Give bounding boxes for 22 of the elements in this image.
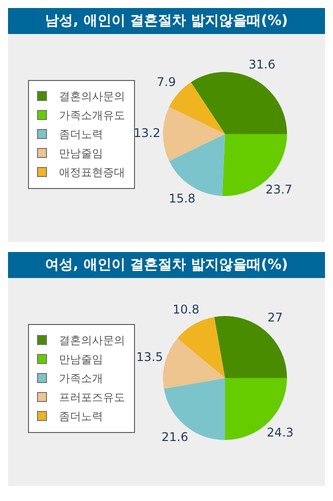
data-label: 31.6 [248, 57, 276, 72]
legend-label: 애정표현증대 [59, 164, 125, 180]
legend-label: 프러포즈유도 [59, 390, 125, 404]
legend-label: 좀더노력 [59, 408, 103, 424]
chart-title: 여성, 애인이 결혼절차 밟지않을때(%) [8, 252, 325, 278]
data-label: 23.7 [266, 182, 292, 196]
data-label: 24.3 [266, 425, 294, 440]
legend-label: 가족소개 [59, 370, 103, 386]
data-label: 7.9 [156, 74, 176, 89]
legend-label: 가족소개유도 [59, 108, 125, 122]
chart-title: 남성, 애인이 결혼절차 밟지않을때(%) [8, 8, 325, 34]
legend-label: 만남줄임 [59, 352, 103, 366]
data-label: 13.2 [134, 126, 160, 140]
data-label: 10.8 [172, 302, 200, 317]
legend-label: 좀더노력 [59, 126, 103, 142]
data-label: 15.8 [168, 191, 196, 206]
data-label: 27 [267, 310, 283, 324]
legend-label: 결혼의사문의 [59, 88, 125, 104]
data-label: 13.5 [136, 350, 164, 364]
legend-label: 결혼의사문의 [59, 332, 125, 348]
data-label: 21.6 [162, 430, 188, 444]
legend-label: 만남줄임 [59, 146, 103, 160]
